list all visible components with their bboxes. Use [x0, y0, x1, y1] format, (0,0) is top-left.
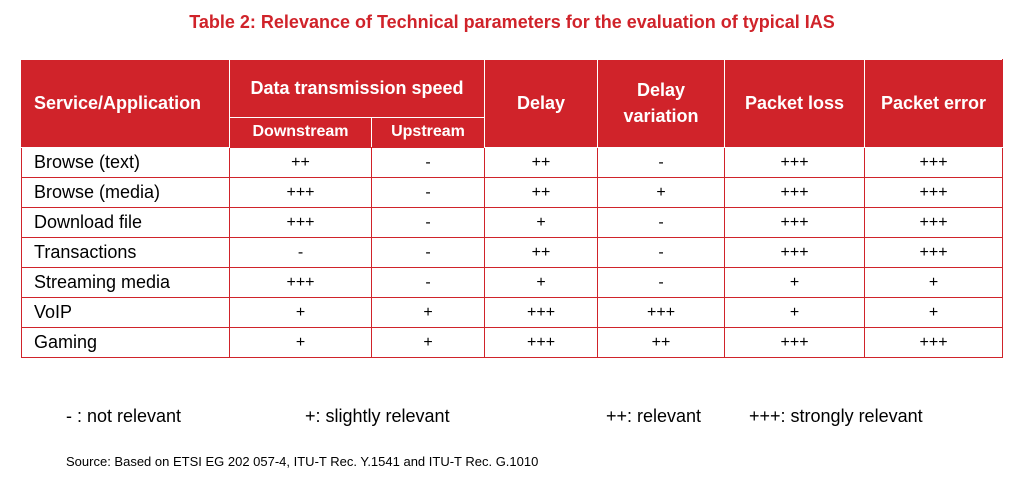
cell-service: Download file: [21, 207, 230, 238]
cell-delay: +++: [484, 297, 599, 328]
cell-service: Transactions: [21, 237, 230, 268]
cell-delay: ++: [484, 177, 599, 208]
cell-upstream: -: [370, 147, 486, 178]
cell-packet-loss: +: [724, 297, 866, 328]
cell-packet-error: +: [864, 297, 1004, 328]
legend-slightly-relevant: +: slightly relevant: [305, 406, 450, 426]
table-title: Table 2: Relevance of Technical paramete…: [189, 12, 835, 32]
cell-delay: ++: [484, 147, 599, 178]
cell-delay-variation: -: [597, 207, 726, 238]
table-row: Browse (text) ++ - ++ - +++ +++: [21, 147, 1004, 178]
cell-upstream: -: [370, 207, 486, 238]
cell-upstream: +: [370, 327, 486, 358]
header-downstream: Downstream: [229, 117, 372, 148]
table-row: Streaming media +++ - + - + +: [21, 267, 1004, 298]
cell-downstream: +++: [229, 207, 372, 238]
cell-delay-variation: -: [597, 267, 726, 298]
cell-delay-variation: +: [597, 177, 726, 208]
cell-downstream: -: [229, 237, 372, 268]
cell-downstream: +: [229, 297, 372, 328]
cell-service: Browse (media): [21, 177, 230, 208]
cell-upstream: +: [370, 297, 486, 328]
cell-delay-variation: -: [597, 237, 726, 268]
relevance-table: Service/Application Data transmission sp…: [21, 59, 1004, 358]
cell-upstream: -: [370, 177, 486, 208]
cell-service: Streaming media: [21, 267, 230, 298]
cell-packet-loss: +++: [724, 147, 866, 178]
cell-packet-error: +: [864, 267, 1004, 298]
cell-delay: +: [484, 207, 599, 238]
header-data-transmission-speed: Data transmission speed: [228, 59, 486, 118]
cell-packet-error: +++: [864, 207, 1004, 238]
header-upstream: Upstream: [370, 117, 486, 148]
cell-packet-loss: +++: [724, 237, 866, 268]
cell-service: Browse (text): [21, 147, 230, 178]
cell-delay-variation: ++: [597, 327, 726, 358]
cell-packet-loss: +++: [724, 327, 866, 358]
cell-delay-variation: -: [597, 147, 726, 178]
cell-delay: ++: [484, 237, 599, 268]
header-packet-loss: Packet loss: [724, 59, 866, 148]
table-row: Gaming + + +++ ++ +++ +++: [21, 327, 1004, 358]
legend-relevant: ++: relevant: [606, 406, 702, 426]
cell-downstream: ++: [229, 147, 372, 178]
cell-packet-loss: +++: [724, 207, 866, 238]
cell-packet-error: +++: [864, 327, 1004, 358]
table-row: Download file +++ - + - +++ +++: [21, 207, 1004, 238]
header-delay-variation: Delay variation: [597, 59, 726, 148]
legend-strongly-relevant: +++: strongly relevant: [749, 406, 923, 426]
cell-downstream: +: [229, 327, 372, 358]
cell-delay: +: [484, 267, 599, 298]
cell-packet-error: +++: [864, 177, 1004, 208]
cell-delay: +++: [484, 327, 599, 358]
cell-downstream: +++: [229, 267, 372, 298]
table-row: Transactions - - ++ - +++ +++: [21, 237, 1004, 268]
header-delay: Delay: [484, 59, 599, 148]
cell-packet-error: +++: [864, 147, 1004, 178]
cell-packet-error: +++: [864, 237, 1004, 268]
cell-service: VoIP: [21, 297, 230, 328]
table-row: Browse (media) +++ - ++ + +++ +++: [21, 177, 1004, 208]
header-packet-error: Packet error: [864, 59, 1004, 148]
cell-packet-loss: +++: [724, 177, 866, 208]
source-note: Source: Based on ETSI EG 202 057-4, ITU-…: [66, 454, 539, 469]
cell-service: Gaming: [21, 327, 230, 358]
cell-upstream: -: [370, 237, 486, 268]
cell-downstream: +++: [229, 177, 372, 208]
cell-delay-variation: +++: [597, 297, 726, 328]
cell-upstream: -: [370, 267, 486, 298]
cell-packet-loss: +: [724, 267, 866, 298]
legend-not-relevant: - : not relevant: [66, 406, 182, 426]
header-service: Service/Application: [21, 59, 230, 148]
table-row: VoIP + + +++ +++ + +: [21, 297, 1004, 328]
